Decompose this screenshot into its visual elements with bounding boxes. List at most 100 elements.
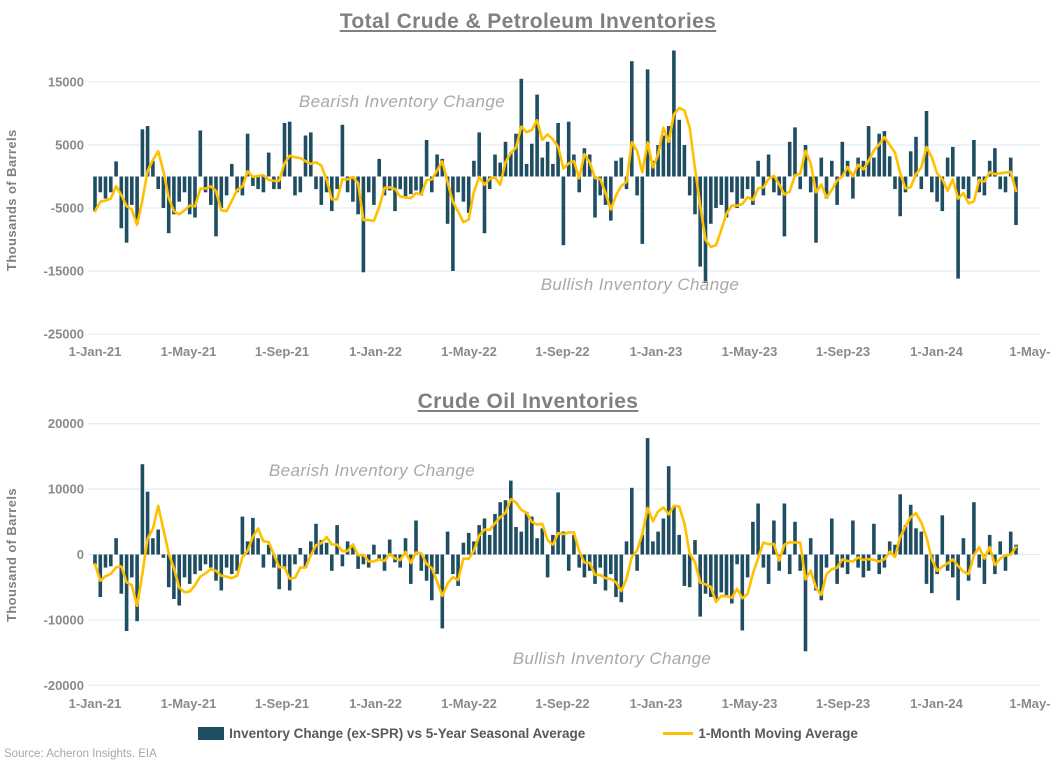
inventory-change-bar	[324, 542, 329, 555]
inventory-change-bar	[377, 554, 381, 561]
inventory-change-bar	[230, 163, 234, 177]
inventory-change-bar	[545, 141, 550, 177]
inventory-change-bar	[1008, 531, 1013, 555]
inventory-change-bar	[666, 126, 671, 177]
inventory-change-bar	[619, 157, 624, 177]
inventory-change-bar	[766, 154, 771, 177]
legend-item-line: 1-Month Moving Average	[663, 726, 858, 741]
x-tick-label: 1-May-22	[441, 344, 497, 359]
inventory-change-bar	[577, 176, 581, 193]
inventory-change-bar	[661, 518, 666, 555]
inventory-change-bar	[1003, 176, 1008, 193]
inventory-change-bar	[166, 176, 171, 234]
inventory-change-bar	[777, 554, 781, 571]
inventory-change-bar	[719, 176, 724, 205]
inventory-change-bar	[245, 133, 250, 177]
x-tick-label: 1-Sep-21	[255, 344, 309, 359]
inventory-change-bar	[424, 140, 429, 177]
inventory-change-bar	[103, 176, 108, 199]
inventory-change-bar	[819, 157, 824, 177]
inventory-change-bar	[609, 554, 613, 575]
inventory-change-bar	[835, 176, 839, 205]
inventory-change-bar	[908, 504, 913, 555]
inventory-change-bar	[156, 529, 160, 555]
inventory-change-bar	[119, 554, 124, 594]
x-tick-label: 1-Jan-24	[910, 344, 964, 359]
inventory-change-bar	[993, 148, 997, 177]
inventory-change-bar	[109, 176, 113, 193]
inventory-change-bar	[266, 544, 271, 555]
inventory-change-bar	[730, 554, 734, 604]
inventory-change-bar	[351, 176, 355, 202]
y-tick-label: -10000	[44, 612, 84, 627]
inventory-change-bar	[409, 176, 413, 195]
inventory-change-bar	[972, 140, 976, 177]
inventory-change-bar	[282, 554, 287, 568]
inventory-change-bar	[461, 176, 466, 202]
x-tick-label: 1-Jan-21	[69, 696, 122, 711]
inventory-change-bar	[193, 176, 197, 218]
inventory-change-bar	[124, 176, 129, 243]
inventory-change-bar	[935, 176, 939, 202]
inventory-change-bar	[161, 554, 166, 558]
inventory-change-bar	[198, 130, 203, 177]
x-tick-label: 1-May-	[1009, 344, 1050, 359]
inventory-change-bar	[493, 514, 497, 555]
inventory-change-bar	[940, 176, 945, 212]
inventory-change-bar	[756, 503, 760, 555]
inventory-change-bar	[824, 176, 829, 199]
inventory-change-bar	[756, 160, 760, 177]
inventory-change-bar	[977, 554, 981, 568]
legend: Inventory Change (ex-SPR) vs 5-Year Seas…	[0, 726, 1056, 741]
inventory-change-bar	[161, 176, 166, 208]
inventory-change-bar	[256, 538, 260, 555]
inventory-change-bar	[430, 176, 434, 193]
inventory-change-bar	[698, 176, 702, 267]
inventory-change-bar	[703, 176, 708, 283]
y-tick-label: 10000	[48, 482, 84, 497]
inventory-change-bar	[745, 554, 750, 578]
inventory-change-bar	[1003, 554, 1008, 571]
inventory-change-bar	[972, 502, 976, 555]
inventory-change-bar	[735, 554, 739, 565]
inventory-change-bar	[535, 94, 539, 177]
inventory-change-bar	[487, 534, 492, 555]
inventory-change-bar	[561, 176, 566, 246]
y-tick-label: 20000	[48, 416, 84, 431]
inventory-change-bar	[530, 143, 534, 177]
inventory-change-bar	[851, 176, 855, 199]
inventory-change-bar	[630, 61, 634, 177]
inventory-change-bar	[135, 554, 139, 622]
inventory-change-bar	[503, 500, 508, 555]
inventory-change-bar	[261, 554, 266, 568]
inventory-change-bar	[403, 176, 408, 199]
inventory-change-bar	[798, 554, 802, 571]
inventory-change-bar	[1014, 544, 1018, 555]
inventory-change-bar	[945, 157, 950, 177]
inventory-change-bar	[961, 538, 966, 555]
inventory-change-bar	[787, 141, 792, 177]
inventory-change-bar	[572, 534, 576, 555]
inventory-change-bar	[551, 163, 555, 177]
inventory-change-bar	[119, 176, 124, 229]
inventory-change-bar	[798, 176, 802, 190]
inventory-change-bar	[598, 554, 602, 568]
inventory-change-bar	[398, 176, 402, 190]
inventory-change-bar	[177, 176, 181, 202]
inventory-change-bar	[472, 160, 476, 177]
inventory-change-bar	[314, 523, 318, 555]
inventory-change-bar	[814, 554, 818, 591]
inventory-change-bar	[277, 554, 281, 590]
inventory-change-bar	[219, 176, 224, 208]
inventory-change-bar	[109, 554, 113, 567]
inventory-change-bar	[435, 554, 439, 575]
inventory-change-bar	[287, 121, 292, 177]
inventory-change-bar	[751, 521, 755, 555]
inventory-change-bar	[440, 158, 445, 177]
inventory-change-bar	[998, 541, 1002, 555]
inventory-change-bar	[340, 554, 345, 567]
inventory-change-bar	[651, 541, 655, 555]
inventory-change-bar	[572, 154, 576, 177]
inventory-change-bar	[730, 176, 734, 193]
inventory-change-bar	[709, 176, 713, 224]
